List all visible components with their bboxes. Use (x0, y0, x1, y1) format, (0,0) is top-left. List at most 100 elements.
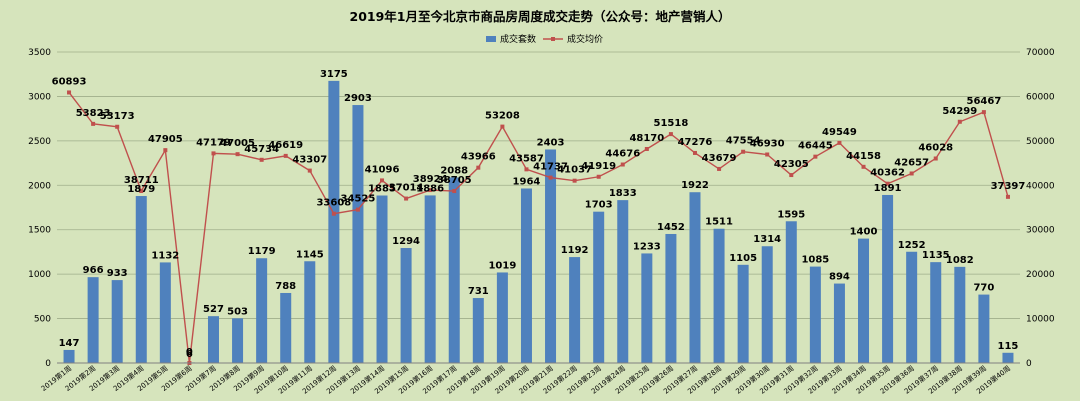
bar (111, 280, 123, 363)
line-point (957, 119, 962, 124)
line-value-label: 38711 (124, 175, 159, 186)
line-value-label: 46028 (918, 143, 953, 154)
line-value-label: 40362 (870, 168, 905, 179)
bar-series (63, 80, 1014, 363)
bar-value-label: 1192 (561, 245, 589, 256)
y-right-tick-label: 40000 (1026, 181, 1055, 191)
bar (593, 211, 605, 363)
line-value-label: 45734 (244, 144, 279, 155)
bar (761, 246, 773, 363)
bar (882, 194, 894, 363)
line-value-label: 47179 (196, 137, 231, 148)
bar-value-label: 1252 (898, 240, 926, 251)
line-point (211, 151, 216, 156)
y-right-tick-label: 50000 (1026, 137, 1055, 147)
bar-value-label: 933 (107, 268, 128, 279)
line-point (115, 124, 120, 129)
bar-value-label: 1019 (488, 260, 516, 271)
bar (569, 257, 581, 363)
line-point (139, 189, 144, 194)
line-value-label: 0 (186, 347, 193, 358)
bar-value-label: 1105 (729, 253, 757, 264)
line-point (91, 121, 96, 126)
bar-value-label: 1179 (248, 246, 276, 257)
line-value-label: 47905 (148, 134, 183, 145)
y-left-tick-label: 2500 (28, 137, 51, 147)
gridlines (57, 51, 1020, 364)
bar-value-label: 1879 (127, 184, 155, 195)
bar-value-label: 2903 (344, 93, 372, 104)
legend-swatch-bar (486, 36, 496, 42)
line-value-label: 43966 (461, 152, 496, 163)
line-point (524, 167, 529, 172)
line-value-label: 41737 (533, 162, 568, 173)
line-value-label: 41919 (581, 161, 616, 172)
line-value-label: 37397 (991, 181, 1026, 192)
line-point (1005, 194, 1010, 199)
line-point (331, 211, 336, 216)
bar-value-label: 1400 (850, 227, 878, 238)
line-point (596, 174, 601, 179)
line-value-label: 49549 (822, 127, 857, 138)
y-left-tick-label: 500 (34, 315, 51, 325)
bar-value-label: 1886 (416, 183, 444, 194)
line-point (644, 146, 649, 151)
bar (63, 349, 75, 363)
line-value-label: 37014 (389, 183, 424, 194)
bar-value-label: 1085 (801, 255, 829, 266)
bar (665, 233, 677, 363)
line-value-label: 53173 (100, 111, 135, 122)
line-value-label: 33608 (316, 198, 351, 209)
y-right-tick-label: 70000 (1026, 48, 1055, 58)
line-point (307, 168, 312, 173)
line-point (909, 171, 914, 176)
line-value-label: 46445 (798, 141, 833, 152)
bar-value-label: 1511 (705, 217, 733, 228)
line-point (692, 150, 697, 155)
bar (858, 238, 870, 363)
bar (641, 253, 653, 363)
line-value-label: 47276 (678, 137, 713, 148)
bar-value-label: 1294 (392, 236, 420, 247)
bar (424, 195, 436, 363)
line-point (355, 207, 360, 212)
line-value-label: 43679 (702, 153, 737, 164)
line-point (283, 153, 288, 158)
bar-value-label: 1314 (753, 234, 781, 245)
bar (232, 318, 244, 363)
line-value-label: 41037 (557, 165, 592, 176)
line-point (668, 132, 673, 137)
price-line (68, 92, 1009, 364)
y-right-tick-label: 10000 (1026, 315, 1055, 325)
line-point (476, 165, 481, 170)
bar (135, 196, 147, 363)
line-point (837, 140, 842, 145)
bar-value-label: 1922 (681, 180, 709, 191)
legend-label-line: 成交均价 (567, 33, 603, 45)
line-value-label: 41096 (365, 164, 400, 175)
bar (1002, 352, 1014, 363)
line-value-label: 42657 (894, 157, 929, 168)
line-value-label: 54299 (942, 106, 977, 117)
bar (689, 192, 701, 363)
bar-value-label: 527 (203, 304, 224, 315)
bar-value-label: 503 (227, 306, 248, 317)
line-value-label: 43307 (292, 155, 327, 166)
y-left-tick-label: 1500 (28, 226, 51, 236)
line-point (981, 110, 986, 115)
line-value-label: 51518 (654, 118, 689, 129)
bar (328, 80, 340, 363)
bar-value-label: 1145 (296, 249, 324, 260)
bar (833, 283, 845, 363)
bar-value-label: 966 (83, 265, 104, 276)
line-point (67, 90, 72, 95)
line-value-label: 38924 (413, 174, 448, 185)
line-value-label: 53823 (76, 108, 111, 119)
bar (713, 228, 725, 363)
bar-value-label: 3175 (320, 69, 348, 80)
bar-value-label: 770 (973, 283, 994, 294)
line-point (861, 164, 866, 169)
line-point (789, 173, 794, 178)
line-value-label: 53208 (485, 111, 520, 122)
